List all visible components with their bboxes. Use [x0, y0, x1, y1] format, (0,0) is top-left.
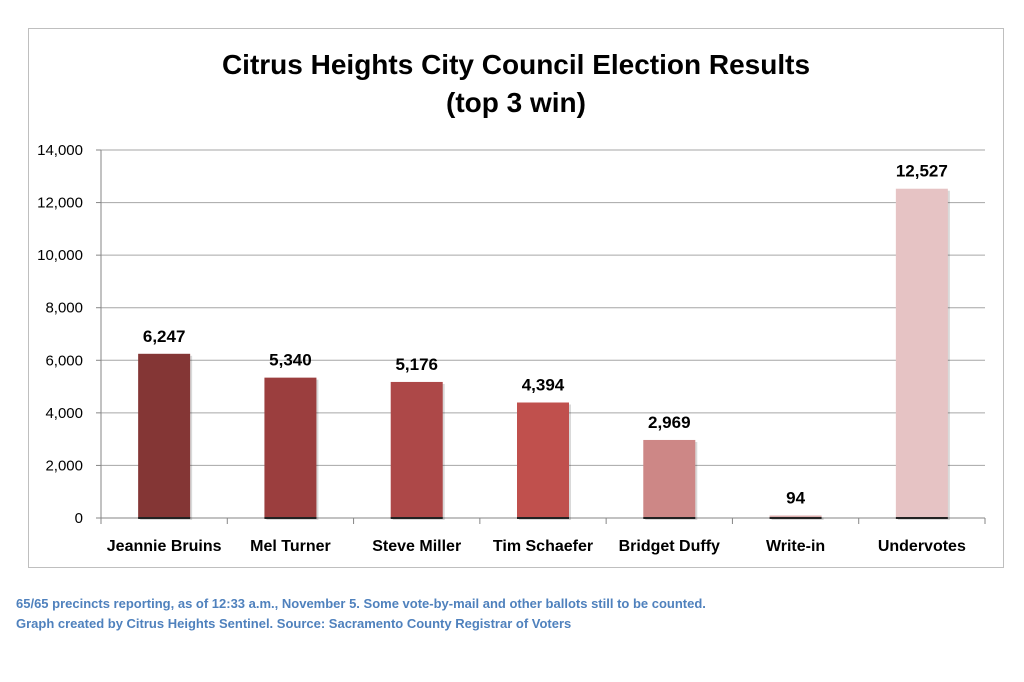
y-tick-label: 14,000: [37, 142, 83, 159]
data-label: 2,969: [648, 413, 691, 432]
y-tick-label: 12,000: [37, 195, 83, 212]
data-label: 94: [786, 489, 805, 508]
bar-2: [390, 381, 443, 518]
y-tick-label: 0: [75, 510, 83, 527]
data-label: 12,527: [896, 162, 948, 181]
y-tick-label: 2,000: [45, 457, 83, 474]
x-category-label: Write-in: [766, 538, 825, 555]
bar-6: [895, 188, 948, 518]
bar-5: [769, 515, 822, 518]
y-tick-label: 4,000: [45, 405, 83, 422]
data-label: 5,340: [269, 351, 312, 370]
chart-frame: [28, 28, 1004, 568]
x-category-label: Tim Schaefer: [493, 538, 593, 555]
data-label: 6,247: [143, 327, 186, 346]
x-category-label: Jeannie Bruins: [107, 538, 222, 555]
data-label: 4,394: [522, 376, 565, 395]
footnote-precincts: 65/65 precincts reporting, as of 12:33 a…: [16, 596, 706, 611]
bar-1: [264, 377, 317, 518]
x-category-label: Bridget Duffy: [619, 538, 720, 555]
y-tick-label: 6,000: [45, 352, 83, 369]
y-tick-label: 10,000: [37, 247, 83, 264]
x-category-label: Undervotes: [878, 538, 966, 555]
bar-3: [517, 402, 569, 518]
bar-4: [643, 439, 696, 518]
subtitle-line: (top 3 win): [446, 87, 586, 118]
data-label: 5,176: [395, 355, 438, 374]
chart-title: Citrus Heights City Council Election Res…: [28, 46, 1004, 122]
y-tick-label: 8,000: [45, 300, 83, 317]
title-line: Citrus Heights City Council Election Res…: [221, 49, 811, 80]
bar-0: [138, 353, 191, 518]
footnote-source: Graph created by Citrus Heights Sentinel…: [16, 616, 572, 631]
x-category-label: Mel Turner: [250, 538, 331, 555]
x-category-label: Steve Miller: [372, 538, 461, 555]
